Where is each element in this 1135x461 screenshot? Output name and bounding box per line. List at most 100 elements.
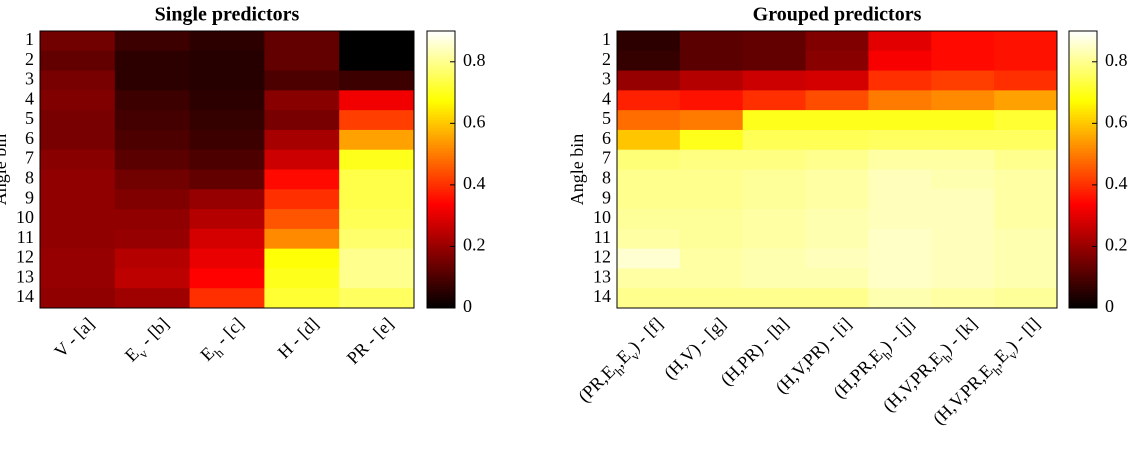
heatmap-cell xyxy=(994,149,1058,170)
heatmap-cell xyxy=(805,169,869,190)
colorbar-swatch xyxy=(427,211,455,215)
colorbar-swatch xyxy=(1069,299,1097,303)
colorbar-swatch xyxy=(427,233,455,237)
row-label: 10 xyxy=(593,207,611,227)
heatmap-cell xyxy=(617,268,681,289)
row-label: 7 xyxy=(25,148,34,168)
colorbar-swatch xyxy=(1069,127,1097,132)
colorbar-swatch xyxy=(1069,269,1097,273)
heatmap-cell xyxy=(931,268,995,289)
heatmap-cell xyxy=(40,31,116,52)
heatmap-cell xyxy=(617,70,681,91)
heatmap-cell xyxy=(339,228,415,250)
colorbar-swatch xyxy=(427,194,455,198)
heatmap-cell xyxy=(114,70,191,91)
heatmap-cell xyxy=(994,31,1058,52)
colorbar-swatch xyxy=(427,53,455,57)
heatmap-cell xyxy=(868,31,932,52)
colorbar-swatch xyxy=(427,69,455,74)
colorbar-swatch xyxy=(1069,277,1097,281)
colorbar-swatch xyxy=(427,119,455,123)
heatmap-cell xyxy=(679,31,744,52)
heatmap-cell xyxy=(617,110,681,131)
colorbar-swatch xyxy=(427,75,455,79)
colorbar-swatch xyxy=(427,219,455,223)
heatmap-cell xyxy=(742,70,807,91)
colorbar-swatch xyxy=(1069,197,1097,201)
colorbar-swatch xyxy=(427,238,455,243)
heatmap-cell xyxy=(805,70,869,91)
heatmap-cell xyxy=(40,189,116,210)
colorbar-swatch xyxy=(1069,100,1097,104)
heatmap-cell xyxy=(339,268,415,289)
heatmap-cell xyxy=(339,169,415,190)
colorbar-swatch xyxy=(1069,44,1097,49)
colorbar-swatch xyxy=(1069,50,1097,54)
colorbar-swatch xyxy=(427,263,455,267)
colorbar-swatch xyxy=(1069,194,1097,198)
colorbar-swatch xyxy=(427,36,455,40)
x-tick-label: (PR,Eh,Ev) - [f] xyxy=(574,314,670,410)
heatmap-cell xyxy=(114,50,191,72)
heatmap-cell xyxy=(931,149,995,170)
colorbar-swatch xyxy=(427,127,455,132)
heatmap-cell xyxy=(189,110,265,131)
colorbar-swatch xyxy=(427,274,455,279)
colorbar-swatch xyxy=(427,158,455,162)
colorbar-swatch xyxy=(427,227,455,231)
colorbar-swatch xyxy=(1069,244,1097,248)
colorbar-swatch xyxy=(1069,31,1097,35)
colorbar-swatch xyxy=(1069,238,1097,243)
heatmap-cell xyxy=(931,110,995,131)
heatmap-cell xyxy=(40,268,116,289)
heatmap-cell xyxy=(868,129,932,151)
y-axis-label: Angle bin xyxy=(0,134,10,206)
colorbar-swatch xyxy=(1069,42,1097,46)
colorbar-swatch xyxy=(1069,175,1097,179)
colorbar-swatch xyxy=(427,252,455,256)
colorbar-swatch xyxy=(427,188,455,193)
heatmap-cell xyxy=(617,228,681,250)
colorbar-swatch xyxy=(1069,266,1097,270)
row-label: 2 xyxy=(602,49,611,69)
colorbar-swatch xyxy=(427,116,455,121)
colorbar-swatch xyxy=(427,86,455,90)
heatmap-cell xyxy=(114,169,191,190)
heatmap-cell xyxy=(114,110,191,131)
colorbar-swatch xyxy=(1069,205,1097,209)
colorbar-swatch xyxy=(427,202,455,207)
colorbar-swatch xyxy=(427,197,455,201)
row-label: 13 xyxy=(16,266,34,286)
colorbar-swatch xyxy=(1069,119,1097,123)
colorbar-swatch xyxy=(1069,263,1097,267)
heatmap-cell xyxy=(264,50,340,72)
colorbar-tick-label: 0 xyxy=(463,296,472,316)
heatmap-cell xyxy=(114,228,191,250)
heatmap-cell xyxy=(40,50,116,72)
colorbar-swatch xyxy=(1069,53,1097,57)
colorbar-swatch xyxy=(427,55,455,60)
heatmap-cell xyxy=(679,50,744,72)
colorbar-swatch xyxy=(1069,280,1097,284)
heatmap-cell xyxy=(114,248,191,269)
heatmap-cell xyxy=(994,70,1058,91)
heatmap-cell xyxy=(679,228,744,250)
heatmap-cell xyxy=(189,31,265,52)
heatmap-cell xyxy=(189,268,265,289)
colorbar-tick-label: 0.2 xyxy=(463,235,486,255)
colorbar-swatch xyxy=(1069,114,1097,118)
colorbar-swatch xyxy=(427,33,455,38)
colorbar-swatch xyxy=(1069,183,1097,187)
heatmap-cell xyxy=(264,209,340,230)
heatmap-cell xyxy=(805,209,869,230)
heatmap-cell xyxy=(40,149,116,170)
heatmap-cell xyxy=(40,70,116,91)
heatmap-cell xyxy=(40,209,116,230)
colorbar-swatch xyxy=(427,105,455,110)
colorbar-swatch xyxy=(1069,180,1097,184)
colorbar-swatch xyxy=(1069,227,1097,231)
heatmap-cell xyxy=(339,288,415,309)
colorbar-swatch xyxy=(427,224,455,229)
heatmap-cell xyxy=(189,288,265,309)
heatmap-cell xyxy=(679,149,744,170)
